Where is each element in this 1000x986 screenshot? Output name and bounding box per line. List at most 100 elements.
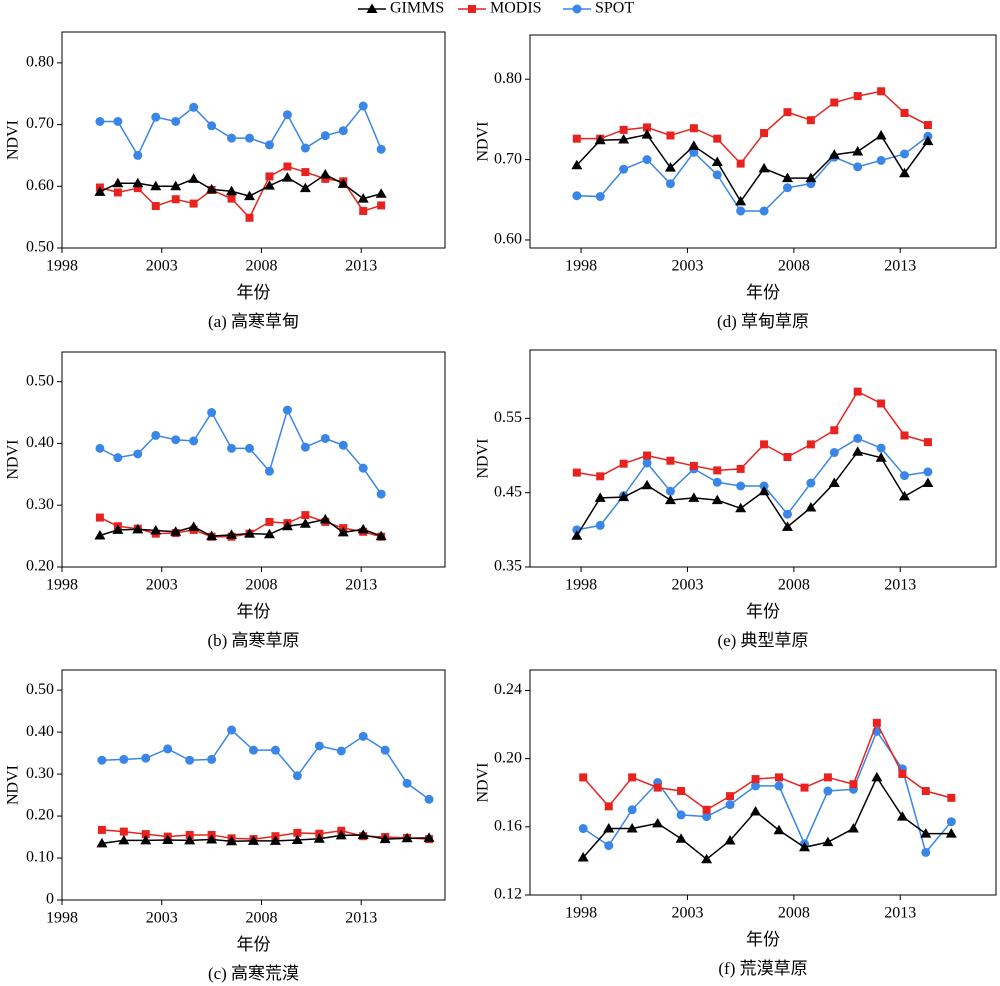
x-tick-label: 1998 <box>46 577 78 594</box>
square-marker <box>113 188 122 197</box>
x-tick-label: 2008 <box>245 577 277 594</box>
x-axis-label: 年份 <box>746 930 780 949</box>
square-marker <box>377 201 386 210</box>
triangle-marker <box>118 834 130 845</box>
square-marker <box>849 780 858 789</box>
triangle-marker <box>170 180 182 191</box>
circle-marker <box>358 101 368 111</box>
circle-marker <box>774 781 784 791</box>
circle-marker <box>595 520 605 530</box>
triangle-marker <box>618 133 630 144</box>
series-line <box>99 518 382 537</box>
circle-marker <box>300 442 310 452</box>
circle-marker <box>113 453 123 463</box>
triangle-marker <box>920 828 932 838</box>
triangle-marker <box>773 824 785 835</box>
y-tick-label: 0.40 <box>26 723 54 740</box>
circle-marker <box>376 144 386 154</box>
x-tick-label: 1998 <box>46 910 78 927</box>
triangle-marker <box>299 182 311 193</box>
triangle-marker <box>94 186 106 196</box>
triangle-marker <box>828 477 840 488</box>
square-marker <box>702 805 711 814</box>
triangle-marker <box>337 178 349 188</box>
x-tick-label: 2003 <box>146 577 178 594</box>
circle-marker <box>595 192 605 202</box>
triangle-marker <box>735 195 747 206</box>
circle-marker <box>264 466 274 476</box>
x-tick-label: 2013 <box>884 258 916 275</box>
series-line <box>99 173 382 200</box>
series-line <box>576 90 929 165</box>
circle-marker <box>249 745 258 755</box>
circle-marker <box>141 753 151 763</box>
square-marker <box>923 438 932 447</box>
square-marker <box>227 194 236 203</box>
square-marker <box>321 174 330 183</box>
circle-marker <box>380 745 390 755</box>
circle-marker <box>207 408 217 418</box>
circle-marker <box>900 149 910 159</box>
circle-marker <box>676 810 686 820</box>
triangle-marker <box>922 477 934 488</box>
circle-marker <box>424 794 434 804</box>
triangle-marker <box>244 190 256 201</box>
circle-marker <box>946 817 956 827</box>
y-tick-label: 0.16 <box>494 817 522 834</box>
plot-frame <box>61 31 446 249</box>
x-tick-label: 2008 <box>245 910 277 927</box>
triangle-marker <box>170 526 182 536</box>
plot-frame <box>529 34 997 249</box>
triangle-marker <box>758 162 770 173</box>
x-tick-label: 2013 <box>345 577 377 594</box>
circle-marker <box>759 206 769 216</box>
circle-marker <box>702 812 712 822</box>
circle-marker <box>876 155 886 165</box>
x-tick-label: 2008 <box>245 258 277 275</box>
square-marker <box>830 426 839 435</box>
square-marker <box>774 773 783 782</box>
y-tick-label: 0.50 <box>26 372 54 389</box>
triangle-marker <box>248 835 259 845</box>
x-tick-label: 2008 <box>778 258 810 275</box>
y-tick-label: 0.20 <box>26 807 54 824</box>
triangle-marker <box>291 834 303 844</box>
caption: (c) 高寒荒漠 <box>208 964 299 983</box>
square-marker <box>604 802 613 811</box>
square-marker <box>666 456 675 465</box>
triangle-marker <box>571 159 583 170</box>
x-axis-label: 年份 <box>746 602 780 621</box>
circle-marker <box>376 489 386 499</box>
series-line <box>576 133 929 203</box>
square-marker <box>301 511 310 520</box>
circle-marker <box>320 131 330 141</box>
y-tick-label: 0.70 <box>26 115 54 132</box>
circle-marker <box>806 478 816 488</box>
y-tick-label: 0.50 <box>26 239 54 256</box>
triangle-marker <box>150 525 162 535</box>
square-marker <box>151 202 160 211</box>
square-marker <box>872 718 881 727</box>
triangle-marker <box>281 520 293 531</box>
plot-frame <box>61 669 446 901</box>
triangle-marker <box>337 526 349 537</box>
triangle-marker <box>226 185 238 196</box>
triangle-marker <box>750 805 762 816</box>
circle-marker <box>712 477 722 487</box>
y-tick-label: 0.70 <box>494 150 522 167</box>
x-tick-label: 2003 <box>671 258 703 275</box>
circle-marker <box>270 745 280 755</box>
circle-marker <box>689 147 699 157</box>
plot-frame <box>529 349 997 568</box>
series-line <box>576 135 929 212</box>
circle-marker <box>227 725 237 735</box>
triangle-marker <box>375 530 387 541</box>
series-line <box>582 720 952 811</box>
square-marker <box>900 108 909 117</box>
circle-marker <box>619 164 629 174</box>
square-marker <box>800 783 809 792</box>
series-line <box>99 514 382 538</box>
triangle-marker <box>184 834 196 845</box>
y-tick-label: 0.30 <box>26 496 54 513</box>
